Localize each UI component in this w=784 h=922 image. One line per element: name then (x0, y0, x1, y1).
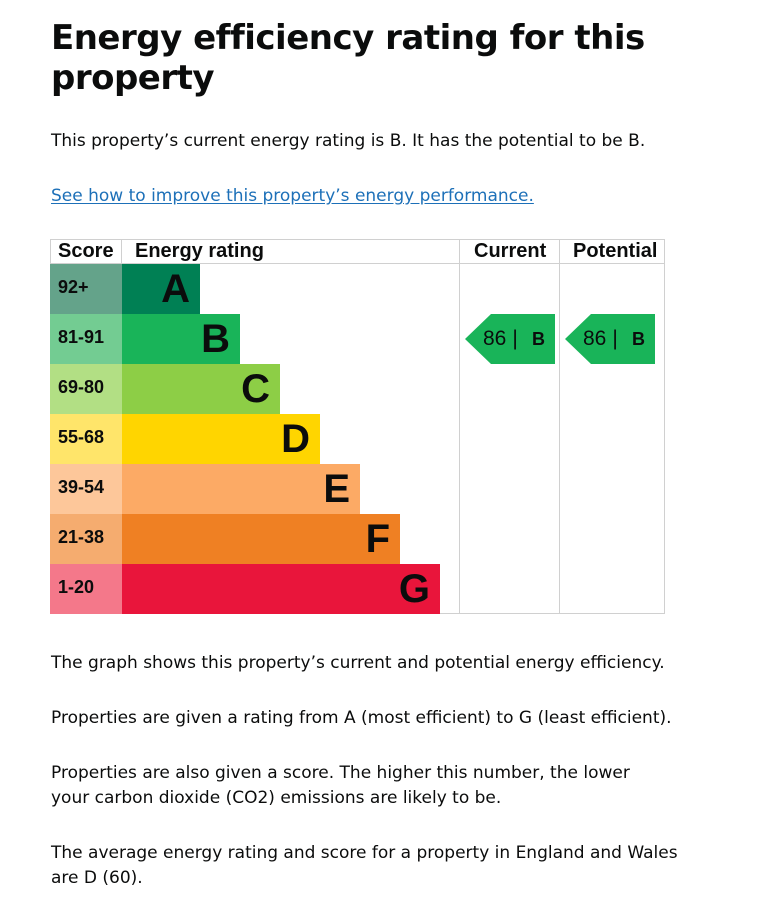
potential-arrow-shape (565, 314, 655, 364)
band-row-d: 55-68 D (50, 414, 450, 464)
score-header: Score (58, 240, 114, 262)
potential-rating-arrow: 86 | B (565, 314, 655, 364)
average-rating-description: The average energy rating and score for … (51, 843, 678, 888)
energy-rating-header: Energy rating (135, 240, 264, 262)
page-title: Energy efficiency rating for this proper… (51, 18, 645, 98)
band-bar-c: C (122, 364, 280, 414)
band-row-f: 21-38 F (50, 514, 450, 564)
band-score-range: 39-54 (50, 464, 122, 514)
energy-rating-chart: Score Energy rating Current Potential 92… (50, 239, 665, 614)
score-column-divider (121, 239, 122, 264)
improve-energy-performance-link[interactable]: See how to improve this property’s energ… (51, 186, 534, 206)
band-row-a: 92+ A (50, 264, 450, 314)
band-bar-d: D (122, 414, 320, 464)
band-score-range: 1-20 (50, 564, 122, 614)
band-row-e: 39-54 E (50, 464, 450, 514)
potential-column-divider (559, 239, 560, 614)
band-bar-g: G (122, 564, 440, 614)
band-score-range: 21-38 (50, 514, 122, 564)
band-score-range: 81-91 (50, 314, 122, 364)
band-row-g: 1-20 G (50, 564, 450, 614)
potential-score-value: 86 | (583, 327, 618, 350)
current-band-letter: B (532, 329, 545, 349)
band-score-range: 55-68 (50, 414, 122, 464)
current-rating-summary: This property’s current energy rating is… (51, 131, 646, 151)
band-row-c: 69-80 C (50, 364, 450, 414)
graph-description: The graph shows this property’s current … (51, 653, 665, 673)
band-bar-e: E (122, 464, 360, 514)
score-description: Properties are also given a score. The h… (51, 763, 630, 808)
potential-band-letter: B (632, 329, 645, 349)
rating-scale-description: Properties are given a rating from A (mo… (51, 708, 672, 728)
band-bar-f: F (122, 514, 400, 564)
band-bar-a: A (122, 264, 200, 314)
header-divider (50, 263, 665, 264)
current-rating-arrow: 86 | B (465, 314, 555, 364)
band-score-range: 92+ (50, 264, 122, 314)
current-header: Current (474, 240, 547, 262)
band-row-b: 81-91 B (50, 314, 450, 364)
current-arrow-shape (465, 314, 555, 364)
potential-header: Potential (573, 240, 658, 262)
current-column-divider (459, 239, 460, 614)
band-bar-b: B (122, 314, 240, 364)
band-score-range: 69-80 (50, 364, 122, 414)
current-score-value: 86 | (483, 327, 518, 350)
